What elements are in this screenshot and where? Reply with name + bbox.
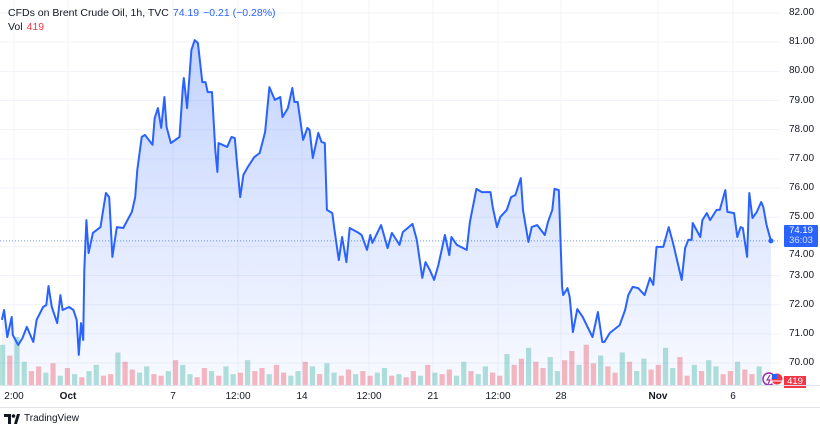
bar-countdown: 36:03 — [789, 235, 813, 246]
brand-name: TradingView — [24, 413, 80, 424]
x-tick-label: 2:00 — [4, 391, 24, 402]
y-tick-label: 81.00 — [789, 36, 815, 48]
y-tick-label: 73.00 — [789, 269, 815, 281]
x-tick-label: Nov — [648, 391, 668, 402]
tradingview-logo-icon — [4, 413, 20, 424]
last-price-dot — [768, 238, 774, 244]
axis-divider — [0, 385, 820, 386]
price-change: −0.21 (−0.28%) — [203, 7, 276, 19]
x-tick-label: 12:00 — [225, 391, 251, 402]
y-tick-label: 80.00 — [789, 65, 815, 77]
y-tick-label: 79.00 — [789, 94, 815, 106]
volume-title[interactable]: Vol — [8, 21, 23, 33]
last-price-value: 74.19 — [789, 225, 813, 236]
y-tick-label: 74.00 — [789, 249, 815, 260]
price-area — [0, 39, 774, 385]
price-area-fill — [1, 40, 771, 385]
x-tick-label: 21 — [427, 391, 439, 402]
indicator-icons[interactable] — [762, 371, 784, 392]
last-price: 74.19 — [172, 7, 200, 19]
price-line — [0, 39, 772, 356]
x-tick-label: 12:00 — [485, 391, 511, 402]
chart-legend: CFDs on Brent Crude Oil, 1h, TVC 74.19 −0.… — [8, 6, 276, 34]
y-tick-label: 82.00 — [789, 7, 815, 18]
y-tick-label: 71.00 — [789, 327, 815, 339]
y-tick-label: 72.00 — [789, 298, 815, 310]
y-tick-label: 75.00 — [789, 211, 815, 223]
y-tick-label: 70.00 — [789, 357, 815, 369]
x-tick-label: 12:00 — [356, 391, 382, 402]
y-tick-label: 77.00 — [789, 152, 815, 164]
x-tick-label: 28 — [555, 391, 567, 402]
volume-label: 419 — [784, 376, 806, 388]
last-price-label: 74.19 36:03 — [784, 225, 818, 247]
x-tick-label: 14 — [296, 391, 308, 402]
x-tick-label: 6 — [730, 391, 736, 402]
tradingview-logo[interactable]: TradingView — [4, 413, 79, 424]
symbol-title[interactable]: CFDs on Brent Crude Oil, 1h, TVC — [8, 7, 169, 19]
footer-divider — [0, 407, 820, 408]
y-tick-label: 76.00 — [789, 182, 815, 194]
x-tick-label: Oct — [59, 391, 77, 402]
x-tick-label: 7 — [170, 391, 176, 402]
y-tick-label: 78.00 — [789, 123, 815, 135]
volume-value: 419 — [26, 21, 45, 33]
